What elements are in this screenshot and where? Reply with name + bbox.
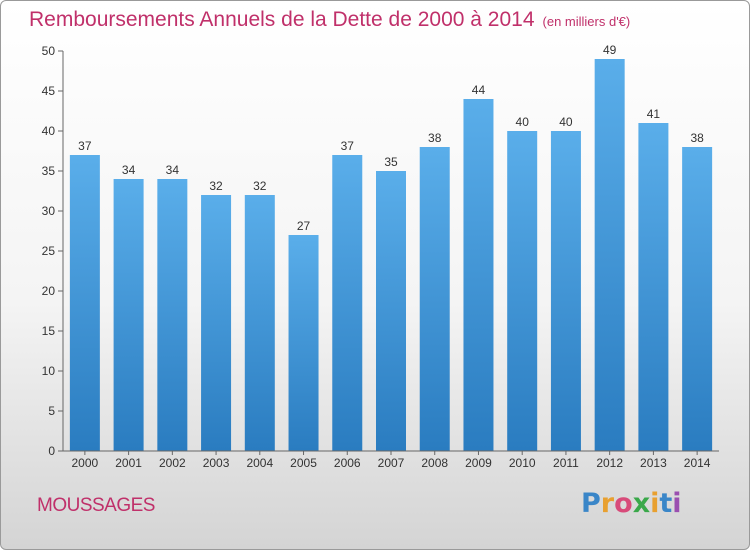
logo-letter: x [632,488,651,519]
bar-2004 [244,195,275,451]
x-tick-label-2006: 2006 [334,456,361,470]
data-label-2004: 32 [253,179,267,193]
data-label-2012: 49 [603,43,617,57]
x-tick-label-2001: 2001 [115,456,142,470]
x-tick-label-2014: 2014 [684,456,711,470]
y-tick-label: 50 [42,44,56,58]
x-tick-label-2013: 2013 [640,456,667,470]
y-tick-label: 30 [42,204,56,218]
bar-2013 [638,123,669,451]
x-tick-label-2011: 2011 [553,456,579,470]
logo-letter: i [650,488,660,519]
bar-2006 [332,155,363,451]
data-label-2005: 27 [297,219,311,233]
x-tick-label-2010: 2010 [509,456,536,470]
y-tick-label: 25 [42,244,56,258]
bar-2003 [201,195,232,451]
y-tick-label: 45 [42,84,56,98]
bar-2001 [113,179,144,451]
y-axis: 0 5 10 15 20 25 30 35 40 45 50 [42,44,64,458]
x-tick-label-2008: 2008 [421,456,448,470]
bar-2010 [507,131,538,451]
chart-title: Remboursements Annuels de la Dette de 20… [29,8,630,32]
y-tick-label: 40 [42,124,56,138]
bar-2005 [288,235,319,451]
bar-2000 [69,155,100,451]
data-label-2001: 34 [122,163,136,177]
location-name: MOUSSAGES [37,495,155,516]
bar-2007 [376,171,406,451]
y-tick-label: 0 [48,444,55,458]
data-label-2003: 32 [209,179,223,193]
data-label-2008: 38 [428,131,442,145]
data-label-2006: 37 [341,139,355,153]
bar-2012 [594,59,625,451]
y-tick-label: 20 [42,284,56,298]
logo-letter: i [672,488,682,519]
proxiti-logo: Proxiti [581,488,682,519]
bar-2008 [419,147,450,451]
data-label-2007: 35 [384,155,398,169]
bar-2002 [157,179,188,451]
data-label-2009: 44 [472,83,486,97]
chart-title-unit: (en milliers d'€) [542,14,631,29]
x-tick-label-2003: 2003 [203,456,230,470]
x-tick-label-2000: 2000 [72,456,99,470]
x-tick-label-2012: 2012 [596,456,623,470]
y-tick-label: 35 [42,164,56,178]
data-label-2011: 40 [559,115,573,129]
y-tick-label: 15 [42,324,56,338]
logo-letter: r [600,488,615,519]
logo-letter: P [581,488,601,519]
bar-2009 [463,99,494,451]
y-tick-label: 10 [42,364,56,378]
data-label-2013: 41 [647,107,661,121]
logo-letter: t [659,488,673,519]
data-label-2010: 40 [516,115,530,129]
y-tick-label: 5 [48,404,55,418]
chart-title-main: Remboursements Annuels de la Dette de 20… [29,8,535,31]
x-axis: 2000 2001 2002 2003 2004 2005 2006 2007 2008 2009… [63,450,719,470]
x-tick-label-2004: 2004 [246,456,273,470]
bar-2014 [682,147,713,451]
x-tick-label-2005: 2005 [290,456,317,470]
bars: 37 34 34 32 32 27 37 35 38 44 40 40 49 41 38 [69,43,713,451]
logo-letter: o [614,488,633,519]
data-label-2002: 34 [166,163,180,177]
x-tick-label-2007: 2007 [378,456,405,470]
bar-2011 [550,131,581,451]
data-label-2014: 38 [690,131,704,145]
data-label-2000: 37 [78,139,92,153]
x-tick-label-2009: 2009 [465,456,492,470]
x-tick-label-2002: 2002 [159,456,186,470]
